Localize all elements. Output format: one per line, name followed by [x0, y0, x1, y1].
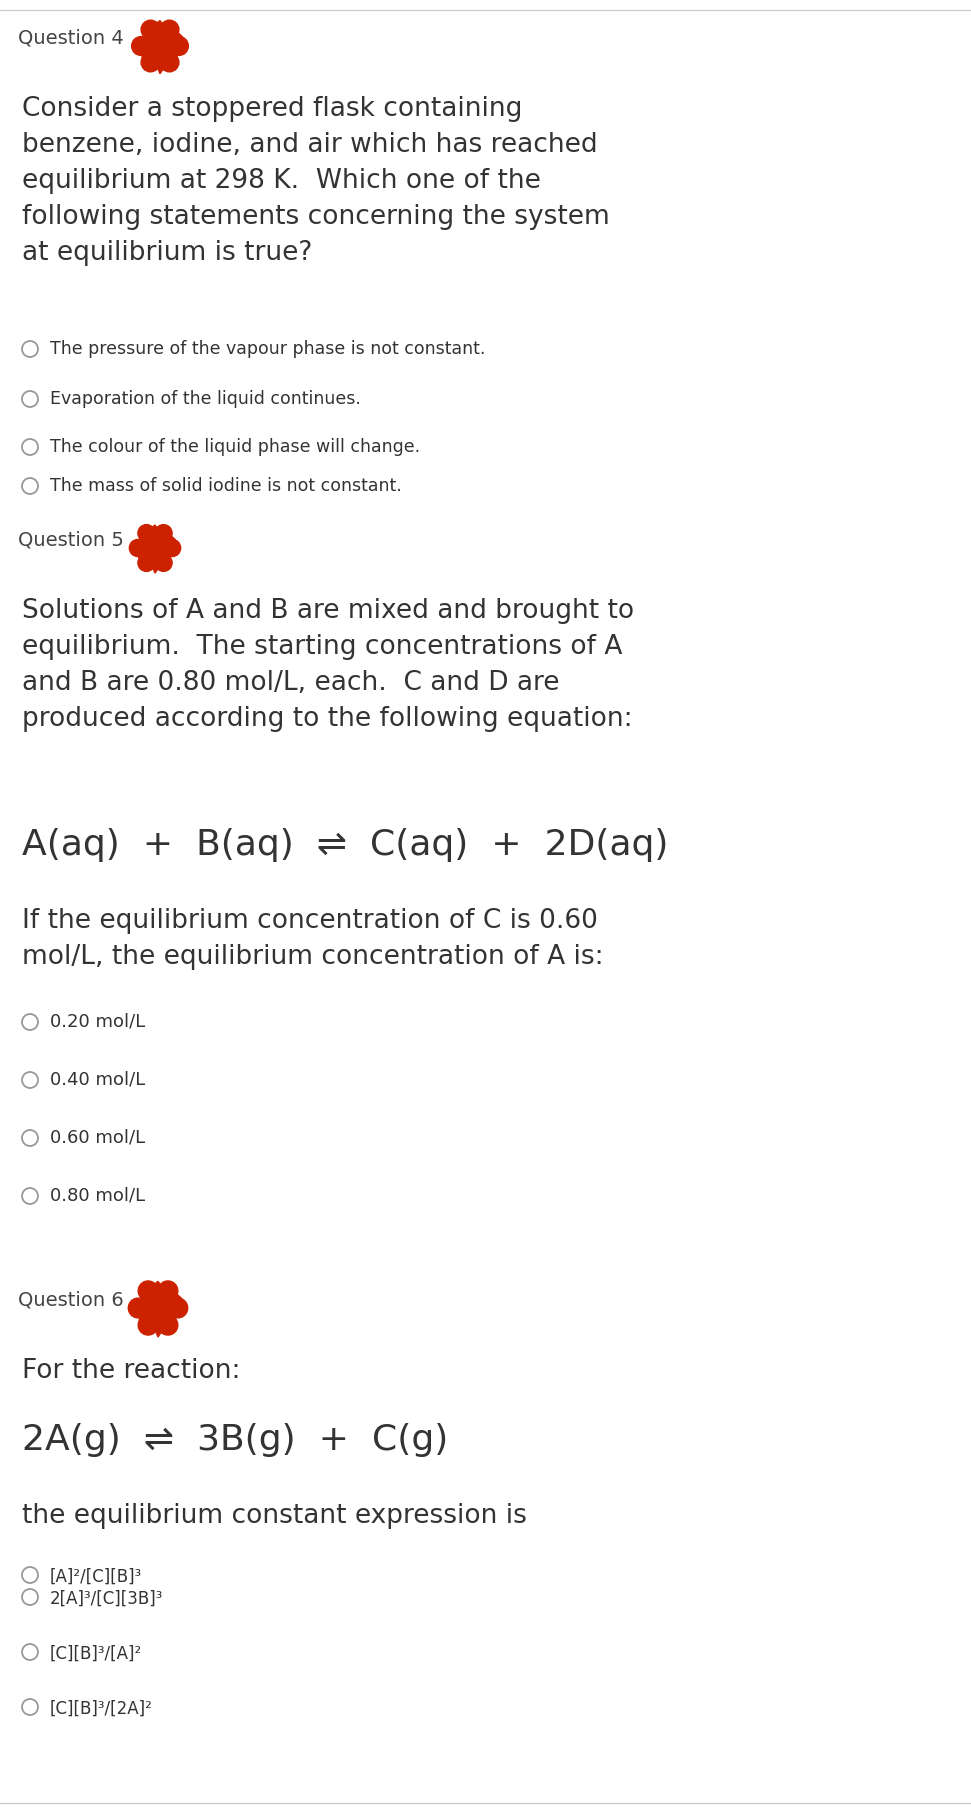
- Text: 2[A]³/[C][3B]³: 2[A]³/[C][3B]³: [50, 1590, 163, 1608]
- Text: The colour of the liquid phase will change.: The colour of the liquid phase will chan…: [50, 439, 420, 457]
- Circle shape: [168, 1298, 187, 1318]
- Circle shape: [138, 1282, 158, 1300]
- Circle shape: [163, 540, 181, 557]
- Text: 0.20 mol/L: 0.20 mol/L: [50, 1013, 146, 1032]
- Text: Question 4: Question 4: [18, 27, 123, 47]
- Circle shape: [141, 20, 160, 40]
- Text: Question 6: Question 6: [18, 1291, 123, 1309]
- Circle shape: [170, 36, 188, 56]
- Text: Consider a stoppered flask containing
benzene, iodine, and air which has reached: Consider a stoppered flask containing be…: [22, 96, 610, 267]
- Text: The pressure of the vapour phase is not constant.: The pressure of the vapour phase is not …: [50, 341, 486, 357]
- Polygon shape: [133, 20, 184, 74]
- Circle shape: [141, 53, 160, 73]
- Circle shape: [138, 555, 155, 571]
- Text: 0.40 mol/L: 0.40 mol/L: [50, 1071, 146, 1090]
- Circle shape: [129, 540, 147, 557]
- Text: 2A(g)  ⇌  3B(g)  +  C(g): 2A(g) ⇌ 3B(g) + C(g): [22, 1423, 449, 1458]
- Circle shape: [128, 1298, 149, 1318]
- Text: Evaporation of the liquid continues.: Evaporation of the liquid continues.: [50, 390, 361, 408]
- Circle shape: [155, 555, 172, 571]
- Polygon shape: [130, 1282, 183, 1336]
- Circle shape: [160, 20, 179, 40]
- Text: the equilibrium constant expression is: the equilibrium constant expression is: [22, 1503, 527, 1528]
- Circle shape: [160, 53, 179, 73]
- Circle shape: [132, 36, 151, 56]
- Text: If the equilibrium concentration of C is 0.60
mol/L, the equilibrium concentrati: If the equilibrium concentration of C is…: [22, 908, 604, 970]
- Text: [C][B]³/[2A]²: [C][B]³/[2A]²: [50, 1701, 152, 1719]
- Circle shape: [155, 524, 172, 542]
- Text: For the reaction:: For the reaction:: [22, 1358, 241, 1383]
- Circle shape: [158, 1282, 178, 1300]
- Text: A(aq)  +  B(aq)  ⇌  C(aq)  +  2D(aq): A(aq) + B(aq) ⇌ C(aq) + 2D(aq): [22, 829, 668, 861]
- Text: 0.80 mol/L: 0.80 mol/L: [50, 1188, 145, 1206]
- Circle shape: [158, 1314, 178, 1334]
- Circle shape: [138, 1314, 158, 1334]
- Polygon shape: [131, 526, 176, 573]
- Text: [A]²/[C][B]³: [A]²/[C][B]³: [50, 1568, 142, 1586]
- Text: The mass of solid iodine is not constant.: The mass of solid iodine is not constant…: [50, 477, 402, 495]
- Text: [C][B]³/[A]²: [C][B]³/[A]²: [50, 1644, 142, 1663]
- Text: Solutions of A and B are mixed and brought to
equilibrium.  The starting concent: Solutions of A and B are mixed and broug…: [22, 598, 634, 732]
- Text: 0.60 mol/L: 0.60 mol/L: [50, 1129, 145, 1148]
- Text: Question 5: Question 5: [18, 529, 124, 549]
- Circle shape: [138, 524, 155, 542]
